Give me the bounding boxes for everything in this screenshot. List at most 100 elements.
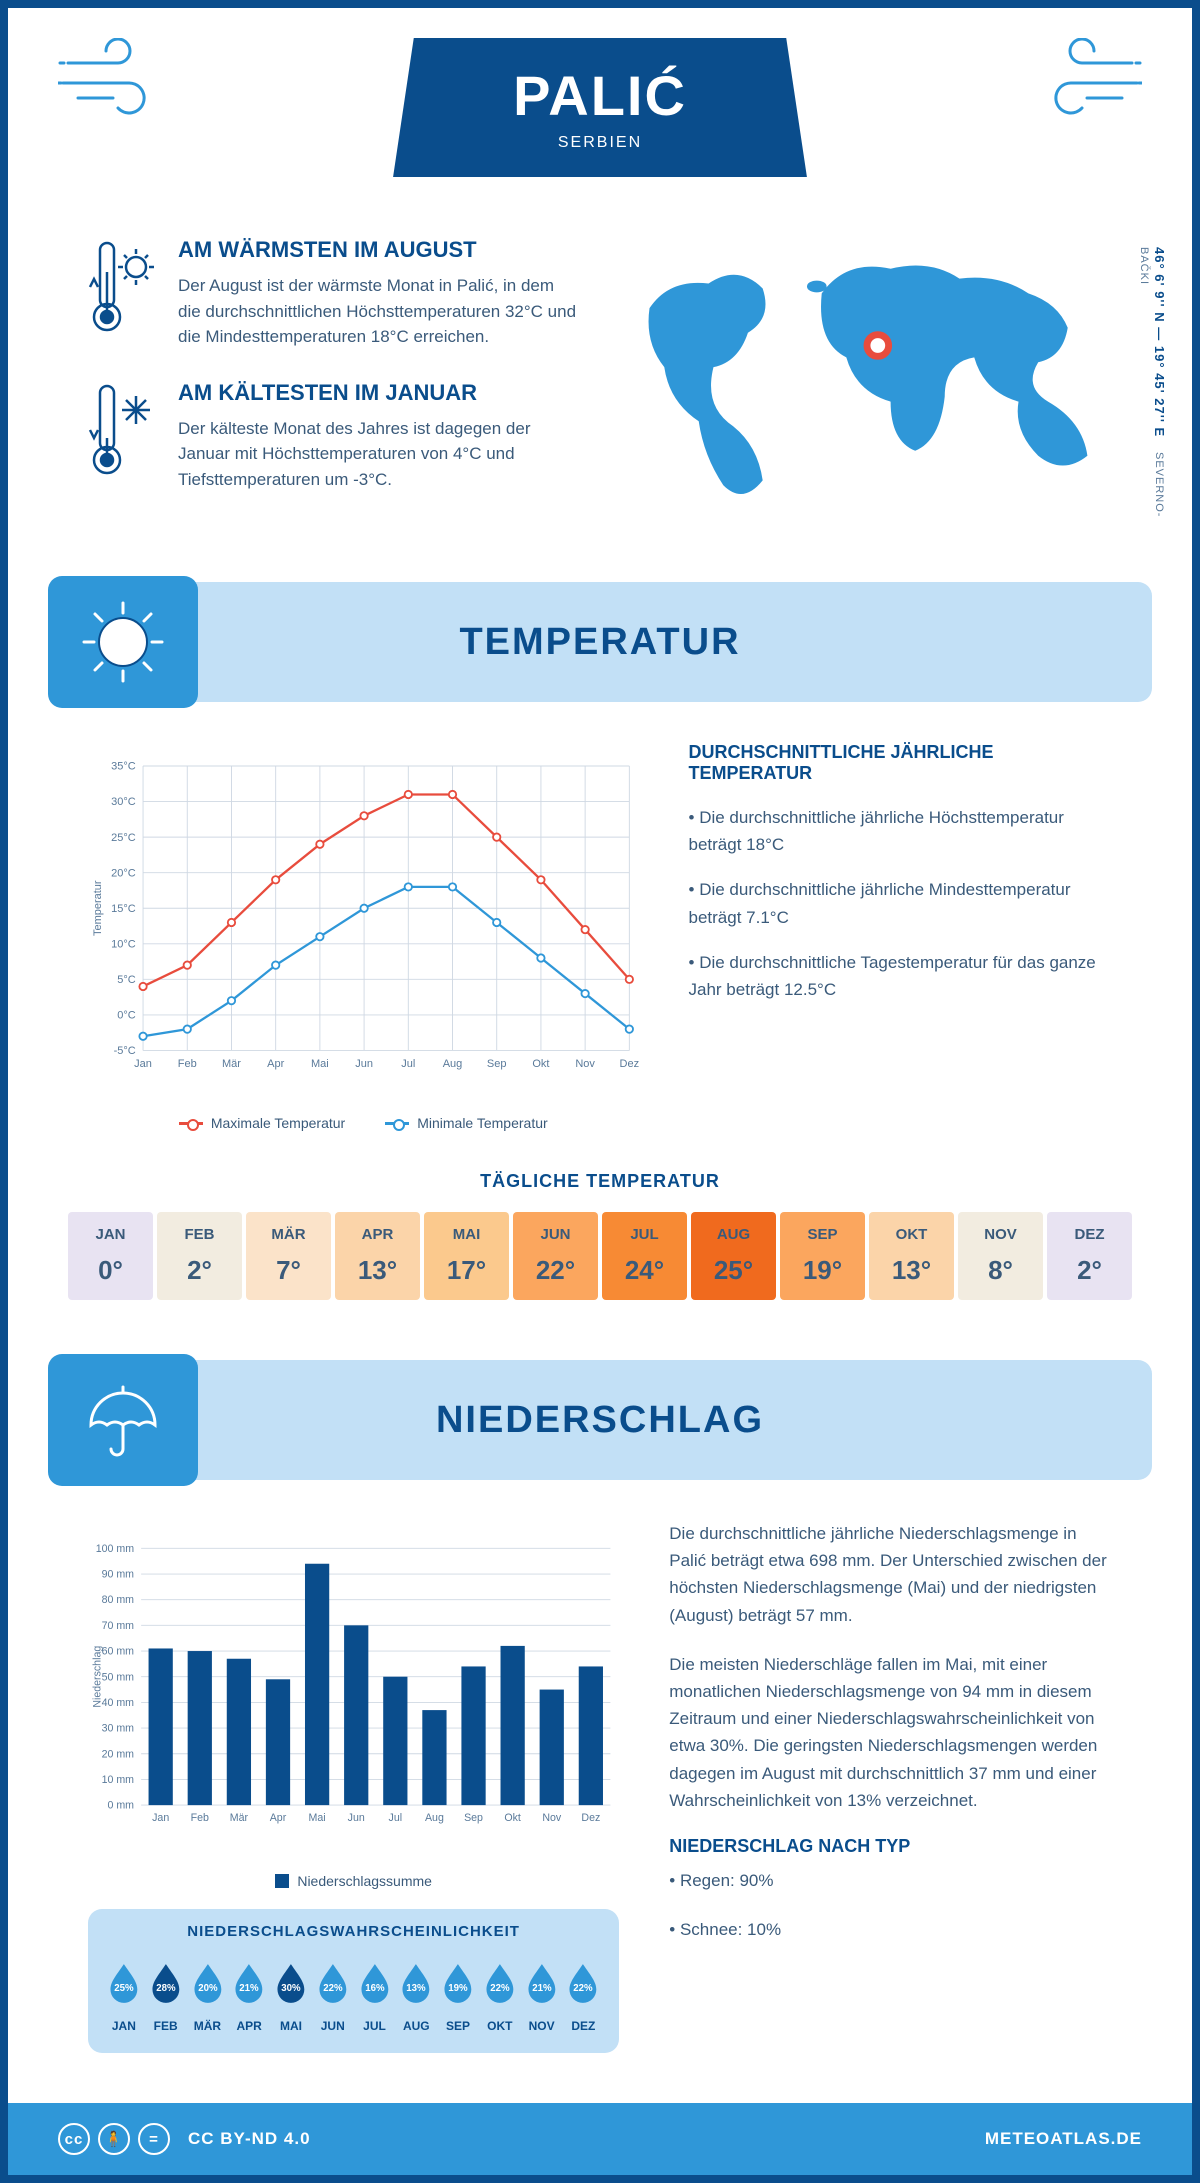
location-subtitle: SERBIEN — [513, 134, 687, 152]
precip-type-line: • Schnee: 10% — [669, 1916, 1112, 1943]
temp-cell: AUG25° — [691, 1212, 776, 1300]
svg-text:10°C: 10°C — [111, 938, 136, 950]
temp-stat-bullet: • Die durchschnittliche Tagestemperatur … — [689, 949, 1112, 1003]
svg-text:Aug: Aug — [425, 1812, 444, 1824]
footer: cc 🧍 = CC BY-ND 4.0 METEOATLAS.DE — [8, 2103, 1192, 2175]
svg-text:Apr: Apr — [270, 1812, 287, 1824]
svg-text:Feb: Feb — [191, 1812, 209, 1824]
temp-body: -5°C0°C5°C10°C15°C20°C25°C30°C35°CJanFeb… — [8, 742, 1192, 1171]
svg-text:0°C: 0°C — [117, 1010, 136, 1022]
svg-text:30°C: 30°C — [111, 796, 136, 808]
fact-warm-title: AM WÄRMSTEN IM AUGUST — [178, 237, 580, 263]
svg-text:22%: 22% — [574, 1983, 594, 1994]
prob-drop: 21%APR — [231, 1954, 267, 2033]
svg-text:Okt: Okt — [532, 1058, 549, 1070]
prob-title: NIEDERSCHLAGSWAHRSCHEINLICHKEIT — [106, 1923, 601, 1940]
wind-icon-right — [1022, 38, 1142, 118]
wind-icon-left — [58, 38, 178, 118]
temp-cell: JUL24° — [602, 1212, 687, 1300]
precip-type: NIEDERSCHLAG NACH TYP • Regen: 90% • Schn… — [669, 1836, 1112, 1943]
svg-text:Temperatur: Temperatur — [92, 880, 104, 936]
svg-text:21%: 21% — [240, 1983, 260, 1994]
temp-cell: JAN0° — [68, 1212, 153, 1300]
svg-text:60 mm: 60 mm — [102, 1646, 135, 1658]
umbrella-icon-box — [48, 1354, 198, 1486]
coord-lat: 46° 6' 9'' N — [1152, 247, 1167, 323]
cc-icon: cc — [58, 2123, 90, 2155]
svg-text:Feb: Feb — [178, 1058, 197, 1070]
temp-cell: JUN22° — [513, 1212, 598, 1300]
coordinates: 46° 6' 9'' N — 19° 45' 27'' E SEVERNO-BA… — [1137, 247, 1167, 522]
daily-temp: TÄGLICHE TEMPERATUR JAN0°FEB2°MÄR7°APR13… — [8, 1171, 1192, 1350]
svg-text:35°C: 35°C — [111, 761, 136, 773]
facts-column: AM WÄRMSTEN IM AUGUST Der August ist der… — [88, 237, 580, 522]
svg-text:Jan: Jan — [134, 1058, 152, 1070]
temp-cell: FEB2° — [157, 1212, 242, 1300]
temp-stat-bullet: • Die durchschnittliche jährliche Höchst… — [689, 804, 1112, 858]
temp-cell: APR13° — [335, 1212, 420, 1300]
svg-text:Dez: Dez — [581, 1812, 600, 1824]
section-title-temp: TEMPERATUR — [459, 621, 740, 664]
sun-icon — [78, 597, 168, 687]
svg-text:-5°C: -5°C — [114, 1045, 136, 1057]
fact-cold-text: Der kälteste Monat des Jahres ist dagege… — [178, 416, 580, 493]
svg-text:22%: 22% — [490, 1983, 510, 1994]
svg-text:Mär: Mär — [230, 1812, 249, 1824]
temp-cell: OKT13° — [869, 1212, 954, 1300]
prob-drop: 25%JAN — [106, 1954, 142, 2033]
location-title: PALIĆ — [513, 63, 687, 128]
svg-text:Jul: Jul — [401, 1058, 415, 1070]
precip-text: Die durchschnittliche jährliche Niedersc… — [669, 1520, 1112, 2053]
thermometer-cold-icon — [88, 380, 158, 480]
svg-text:Niederschlag: Niederschlag — [91, 1646, 103, 1708]
svg-text:Mär: Mär — [222, 1058, 241, 1070]
temp-cell: SEP19° — [780, 1212, 865, 1300]
svg-text:10 mm: 10 mm — [102, 1774, 135, 1786]
precip-legend: Niederschlagssumme — [88, 1873, 619, 1889]
svg-text:20%: 20% — [198, 1983, 218, 1994]
header: PALIĆ SERBIEN — [8, 8, 1192, 217]
precip-type-line: • Regen: 90% — [669, 1867, 1112, 1894]
prob-drop: 28%FEB — [148, 1954, 184, 2033]
legend-max: Maximale Temperatur — [211, 1115, 345, 1131]
svg-text:22%: 22% — [323, 1983, 343, 1994]
precip-type-title: NIEDERSCHLAG NACH TYP — [669, 1836, 1112, 1857]
svg-text:Dez: Dez — [620, 1058, 639, 1070]
svg-text:20°C: 20°C — [111, 867, 136, 879]
svg-text:15°C: 15°C — [111, 903, 136, 915]
prob-drop: 19%SEP — [440, 1954, 476, 2033]
intro-row: AM WÄRMSTEN IM AUGUST Der August ist der… — [8, 217, 1192, 572]
prob-drop: 20%MÄR — [190, 1954, 226, 2033]
svg-text:Sep: Sep — [487, 1058, 507, 1070]
svg-text:40 mm: 40 mm — [102, 1697, 135, 1709]
svg-text:28%: 28% — [156, 1983, 176, 1994]
fact-cold-title: AM KÄLTESTEN IM JANUAR — [178, 380, 580, 406]
prob-drop: 13%AUG — [398, 1954, 434, 2033]
fact-coldest: AM KÄLTESTEN IM JANUAR Der kälteste Mona… — [88, 380, 580, 493]
section-title-precip: NIEDERSCHLAG — [436, 1399, 764, 1442]
temp-cell: MÄR7° — [246, 1212, 331, 1300]
coord-lon: 19° 45' 27'' E — [1152, 346, 1167, 437]
temp-cell: DEZ2° — [1047, 1212, 1132, 1300]
svg-text:Apr: Apr — [267, 1058, 284, 1070]
svg-text:Mai: Mai — [311, 1058, 329, 1070]
cc-icons: cc 🧍 = CC BY-ND 4.0 — [58, 2123, 311, 2155]
precip-p1: Die durchschnittliche jährliche Niedersc… — [669, 1520, 1112, 1629]
temp-stats: DURCHSCHNITTLICHE JÄHRLICHE TEMPERATUR •… — [689, 742, 1112, 1131]
by-icon: 🧍 — [98, 2123, 130, 2155]
svg-text:20 mm: 20 mm — [102, 1748, 135, 1760]
prob-drop: 30%MAI — [273, 1954, 309, 2033]
svg-text:100 mm: 100 mm — [96, 1543, 134, 1555]
svg-text:50 mm: 50 mm — [102, 1671, 135, 1683]
fact-warmest: AM WÄRMSTEN IM AUGUST Der August ist der… — [88, 237, 580, 350]
temp-strip: JAN0°FEB2°MÄR7°APR13°MAI17°JUN22°JUL24°A… — [68, 1212, 1132, 1300]
temp-stats-title: DURCHSCHNITTLICHE JÄHRLICHE TEMPERATUR — [689, 742, 1112, 784]
precip-body: 0 mm10 mm20 mm30 mm40 mm50 mm60 mm70 mm8… — [8, 1520, 1192, 2103]
site-name: METEOATLAS.DE — [985, 2129, 1142, 2149]
temp-cell: NOV8° — [958, 1212, 1043, 1300]
svg-text:16%: 16% — [365, 1983, 385, 1994]
fact-warm-text: Der August ist der wärmste Monat in Pali… — [178, 273, 580, 350]
svg-text:30%: 30% — [281, 1983, 301, 1994]
svg-text:Mai: Mai — [309, 1812, 326, 1824]
prob-drops: 25%JAN28%FEB20%MÄR21%APR30%MAI22%JUN16%J… — [106, 1954, 601, 2033]
